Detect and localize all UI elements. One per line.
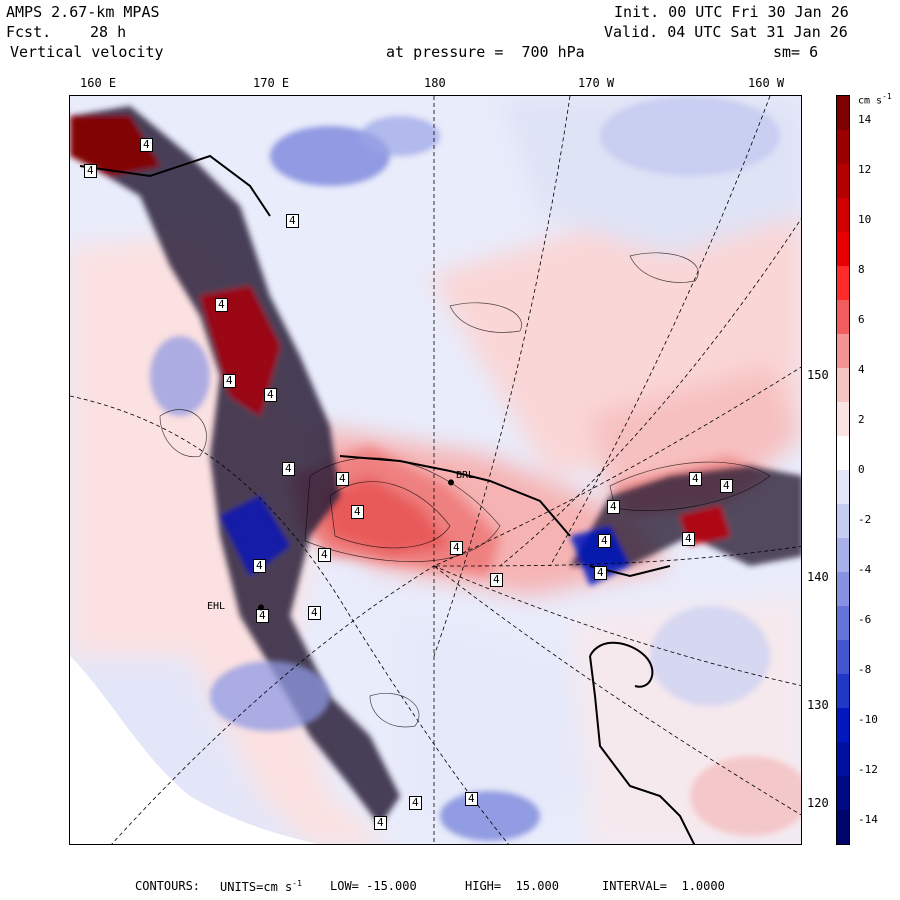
colorbar-tick-label: -2 bbox=[858, 513, 872, 526]
forecast-hour: 28 h bbox=[90, 23, 127, 41]
model-title: AMPS 2.67-km MPAS bbox=[6, 3, 160, 21]
map-canvas bbox=[70, 96, 801, 844]
colorbar-unit: cm s-1 bbox=[858, 92, 892, 107]
contour-label: 4 bbox=[140, 138, 153, 152]
colorbar-tick-label: 6 bbox=[858, 313, 865, 326]
colorbar-tick-label: -12 bbox=[858, 763, 878, 776]
contour-label: 4 bbox=[286, 214, 299, 228]
lon-label-160w: 160 W bbox=[748, 76, 785, 90]
contour-label: 4 bbox=[282, 462, 295, 476]
contour-label: 4 bbox=[351, 505, 364, 519]
lon-label-170w: 170 W bbox=[578, 76, 615, 90]
footer-interval: INTERVAL= 1.0000 bbox=[602, 879, 725, 893]
lat-label-150w: 150 W bbox=[807, 368, 844, 382]
contour-label: 4 bbox=[682, 532, 695, 546]
graticule bbox=[70, 96, 801, 844]
contour-label: 4 bbox=[84, 164, 97, 178]
contour-label: 4 bbox=[223, 374, 236, 388]
station-label-brl: BRL bbox=[456, 470, 475, 481]
station-marker: ● bbox=[448, 477, 455, 488]
valid-time: Valid. 04 UTC Sat 31 Jan 26 bbox=[604, 23, 848, 41]
contour-label: 4 bbox=[720, 479, 733, 493]
footer-high: HIGH= 15.000 bbox=[465, 879, 559, 893]
contour-label: 4 bbox=[264, 388, 277, 402]
contour-label: 4 bbox=[308, 606, 321, 620]
variable-name: Vertical velocity bbox=[10, 43, 164, 61]
colorbar-tick-label: -10 bbox=[858, 713, 878, 726]
forecast-label: Fcst. bbox=[6, 23, 52, 41]
colorbar-tick-label: -8 bbox=[858, 663, 872, 676]
colorbar bbox=[836, 95, 850, 845]
contour-label: 4 bbox=[374, 816, 387, 830]
colorbar-tick-label: -4 bbox=[858, 563, 872, 576]
contour-label: 4 bbox=[607, 500, 620, 514]
colorbar-tick-label: -6 bbox=[858, 613, 872, 626]
contour-label: 4 bbox=[318, 548, 331, 562]
footer-units: UNITS=cm s-1 bbox=[220, 879, 302, 894]
contour-label: 4 bbox=[598, 534, 611, 548]
lat-label-130w: 130 W bbox=[807, 698, 844, 712]
colorbar-tick-label: 0 bbox=[858, 463, 865, 476]
colorbar-tick-label: 4 bbox=[858, 363, 865, 376]
pressure-level: at pressure = 700 hPa bbox=[386, 43, 585, 61]
ocean-region bbox=[70, 656, 320, 844]
station-marker: ● bbox=[258, 602, 265, 613]
contour-label: 4 bbox=[450, 541, 463, 555]
init-time: Init. 00 UTC Fri 30 Jan 26 bbox=[614, 3, 849, 21]
colorbar-tick-label: 10 bbox=[858, 213, 872, 226]
vertical-velocity-map: 4 4 4 4 4 4 4 4 4 4 4 4 4 4 4 4 4 4 4 4 … bbox=[69, 95, 802, 845]
contour-label: 4 bbox=[336, 472, 349, 486]
transantarctic-ridge bbox=[70, 106, 801, 826]
contour-label: 4 bbox=[465, 792, 478, 806]
colorbar-tick-label: -14 bbox=[858, 813, 878, 826]
lat-label-140w: 140 W bbox=[807, 570, 844, 584]
colorbar-tick-label: 8 bbox=[858, 263, 865, 276]
smoothing-value: sm= 6 bbox=[773, 43, 819, 61]
contour-lines bbox=[159, 252, 771, 728]
colorbar-tick-label: 12 bbox=[858, 163, 872, 176]
lat-label-120w: 120 W bbox=[807, 796, 844, 810]
contour-label: 4 bbox=[253, 559, 266, 573]
colorbar-tick-label: 2 bbox=[858, 413, 865, 426]
contour-label: 4 bbox=[490, 573, 503, 587]
lon-label-170e: 170 E bbox=[253, 76, 290, 90]
station-label-ehl: EHL bbox=[207, 601, 226, 612]
coastline bbox=[79, 154, 696, 844]
footer-contours: CONTOURS: bbox=[135, 879, 201, 893]
contour-label: 4 bbox=[689, 472, 702, 486]
lon-label-180: 180 bbox=[424, 76, 446, 90]
contour-label: 4 bbox=[594, 566, 607, 580]
footer-low: LOW= -15.000 bbox=[330, 879, 417, 893]
colorbar-tick-label: 14 bbox=[858, 113, 872, 126]
contour-label: 4 bbox=[215, 298, 228, 312]
contour-label: 4 bbox=[256, 609, 269, 623]
lon-label-160e: 160 E bbox=[80, 76, 117, 90]
downdraft-patches bbox=[150, 96, 801, 841]
contour-label: 4 bbox=[409, 796, 422, 810]
